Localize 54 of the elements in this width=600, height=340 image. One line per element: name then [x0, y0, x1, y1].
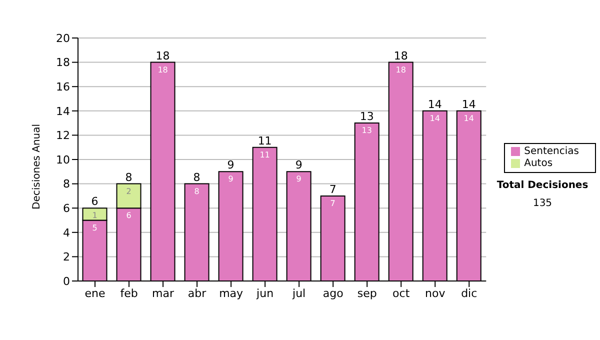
x-tick-label: nov	[425, 286, 446, 300]
total-label: 18	[394, 49, 408, 62]
x-tick-label: oct	[392, 286, 410, 300]
data-label: 2	[126, 186, 132, 196]
total-label: 8	[193, 170, 200, 184]
y-tick-label: 2	[63, 250, 70, 264]
y-tick-label: 16	[56, 80, 70, 94]
data-label: 8	[194, 186, 200, 196]
y-axis-title: Decisiones Anual	[32, 124, 43, 210]
total-label: 18	[156, 49, 170, 62]
data-label: 6	[126, 211, 132, 220]
total-label: 13	[360, 110, 374, 124]
x-tick-label: mar	[152, 286, 174, 300]
total-label: 6	[91, 195, 98, 208]
text: Total Decisiones	[496, 180, 590, 191]
y-tick-label: 12	[56, 129, 70, 142]
y-tick-label: 20	[56, 32, 70, 45]
data-label: 5	[92, 223, 98, 232]
y-tick-label: 6	[63, 202, 70, 216]
x-tick-label: sep	[357, 286, 377, 300]
total-label: 11	[258, 134, 272, 148]
data-label: 13	[362, 126, 372, 136]
total-label: 14	[462, 98, 476, 111]
data-label: 18	[158, 65, 168, 74]
total-label: 9	[227, 158, 234, 172]
y-tick-label: 10	[56, 153, 70, 166]
data-label: 7	[330, 198, 336, 208]
total-label: 7	[329, 182, 336, 196]
y-tick-label: 8	[63, 178, 70, 191]
x-tick-label: ene	[84, 286, 106, 300]
data-label: 14	[430, 114, 440, 123]
total-label: 14	[428, 98, 442, 111]
data-label: 18	[396, 65, 406, 74]
data-label: 9	[228, 174, 234, 184]
x-tick-label: may	[219, 286, 244, 300]
x-tick-label: dic	[461, 286, 478, 300]
data-label: 1	[92, 211, 98, 220]
y-tick-label: 4	[63, 226, 70, 240]
x-tick-label: ago	[322, 286, 344, 300]
y-tick-label: 18	[56, 56, 70, 70]
text: 135	[532, 198, 554, 209]
total-label: 8	[125, 170, 132, 184]
legend-label: Sentencias	[524, 146, 579, 157]
total-label: 9	[295, 158, 302, 172]
y-tick-label: 0	[63, 274, 70, 288]
data-label: 11	[260, 150, 270, 160]
data-label: 9	[296, 174, 302, 184]
x-tick-label: feb	[120, 286, 138, 300]
y-tick-label: 14	[56, 104, 70, 118]
data-label: 14	[464, 114, 474, 123]
legend-label: Autos	[524, 158, 553, 169]
x-tick-label: jun	[256, 286, 274, 300]
x-tick-label: abr	[188, 286, 207, 300]
x-tick-label: jul	[292, 286, 306, 300]
